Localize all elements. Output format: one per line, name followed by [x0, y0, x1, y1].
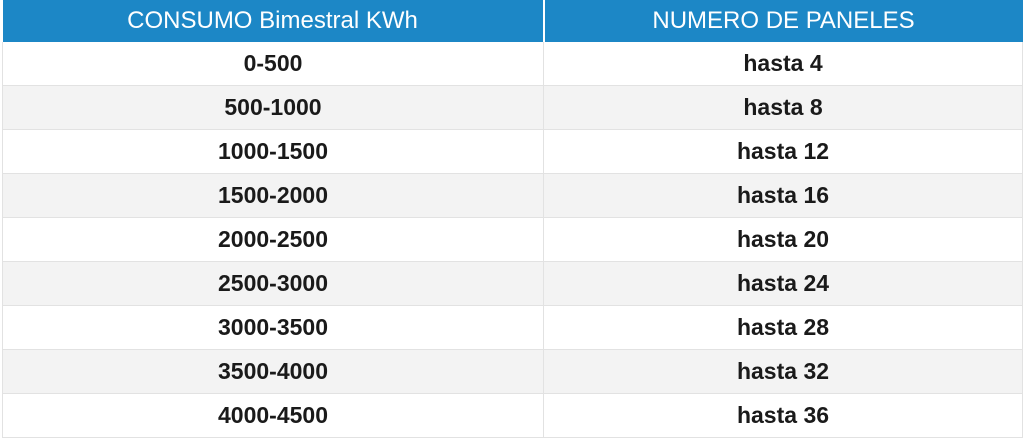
table-body: 0-500 hasta 4 500-1000 hasta 8 1000-1500…: [2, 42, 1023, 438]
table-row: 4000-4500 hasta 36: [2, 393, 1023, 438]
cell-consumo: 1000-1500: [2, 129, 544, 174]
cell-paneles: hasta 24: [543, 261, 1023, 306]
table-header: CONSUMO Bimestral KWh NUMERO DE PANELES: [2, 0, 1023, 42]
header-paneles: NUMERO DE PANELES: [543, 0, 1023, 42]
cell-paneles: hasta 16: [543, 173, 1023, 218]
cell-consumo: 3500-4000: [2, 349, 544, 394]
cell-consumo: 3000-3500: [2, 305, 544, 350]
cell-paneles: hasta 4: [543, 42, 1023, 86]
cell-paneles: hasta 28: [543, 305, 1023, 350]
cell-consumo: 1500-2000: [2, 173, 544, 218]
table-row: 0-500 hasta 4: [2, 42, 1023, 86]
cell-paneles: hasta 20: [543, 217, 1023, 262]
table-row: 2500-3000 hasta 24: [2, 261, 1023, 306]
cell-paneles: hasta 36: [543, 393, 1023, 438]
table-row: 1000-1500 hasta 12: [2, 129, 1023, 174]
cell-consumo: 2500-3000: [2, 261, 544, 306]
table-row: 1500-2000 hasta 16: [2, 173, 1023, 218]
cell-consumo: 4000-4500: [2, 393, 544, 438]
table-row: 3500-4000 hasta 32: [2, 349, 1023, 394]
cell-consumo: 2000-2500: [2, 217, 544, 262]
table-row: 500-1000 hasta 8: [2, 85, 1023, 130]
cell-consumo: 500-1000: [2, 85, 544, 130]
table-row: 3000-3500 hasta 28: [2, 305, 1023, 350]
header-row: CONSUMO Bimestral KWh NUMERO DE PANELES: [2, 0, 1023, 42]
cell-consumo: 0-500: [2, 42, 544, 86]
cell-paneles: hasta 8: [543, 85, 1023, 130]
table-row: 2000-2500 hasta 20: [2, 217, 1023, 262]
header-consumo: CONSUMO Bimestral KWh: [2, 0, 545, 42]
cell-paneles: hasta 12: [543, 129, 1023, 174]
cell-paneles: hasta 32: [543, 349, 1023, 394]
